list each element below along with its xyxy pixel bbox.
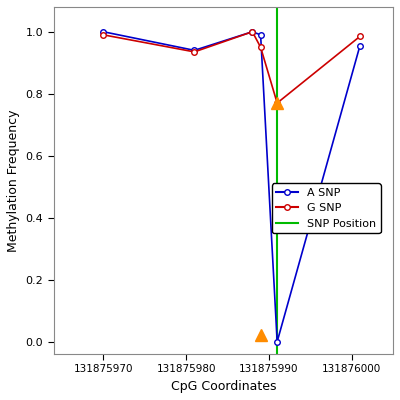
X-axis label: CpG Coordinates: CpG Coordinates <box>171 380 276 393</box>
Legend: A SNP, G SNP, SNP Position: A SNP, G SNP, SNP Position <box>272 183 381 233</box>
Y-axis label: Methylation Frequency: Methylation Frequency <box>7 109 20 252</box>
